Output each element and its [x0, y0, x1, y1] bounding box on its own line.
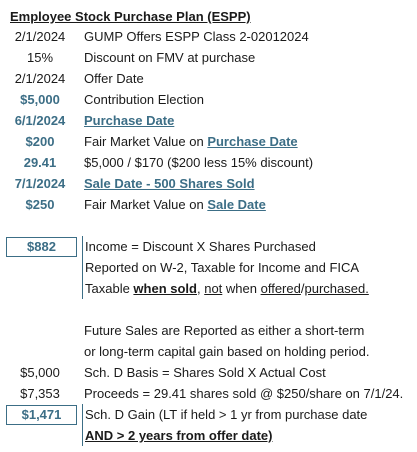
cell-contribution-label[interactable]: Contribution Election	[84, 92, 204, 107]
row-contribution: $5,000 Contribution Election	[0, 89, 417, 110]
sheet-title: Employee Stock Purchase Plan (ESPP)	[10, 9, 251, 24]
row-offer-class: 2/1/2024 GUMP Offers ESPP Class 2-020120…	[0, 26, 417, 47]
cell-basis-amount[interactable]: $5,000	[20, 365, 60, 380]
cell-income-amount[interactable]: $882	[0, 236, 80, 257]
row-fmv-sale: $250 Fair Market Value on Sale Date	[0, 194, 417, 215]
cell-offer-date-label[interactable]: Offer Date	[84, 71, 144, 86]
cell-fmv-purchase-value[interactable]: $200	[25, 134, 55, 149]
cell-basis-label[interactable]: Sch. D Basis = Shares Sold X Actual Cost	[84, 365, 326, 380]
cell-purchase-date-label[interactable]: Purchase Date	[84, 113, 175, 128]
row-sale-date: 7/1/2024 Sale Date - 500 Shares Sold	[0, 173, 417, 194]
fmv-sale-text: Fair Market Value on	[84, 197, 208, 212]
gain-amount-box: $1,471	[6, 405, 77, 425]
cell-fmv-sale-value[interactable]: $250	[25, 197, 55, 212]
row-discount: 15% Discount on FMV at purchase	[0, 47, 417, 68]
not-text: not	[204, 281, 223, 296]
cell-gain-amount[interactable]: $1,471	[0, 404, 80, 425]
cell-fmv-purchase-label[interactable]: Fair Market Value on Purchase Date	[84, 131, 298, 152]
fmv-purchase-text: Fair Market Value on	[84, 134, 208, 149]
row-holding-period: or long-term capital gain based on holdi…	[0, 341, 417, 362]
taxable-text: Taxable	[85, 281, 134, 296]
cell-offer-date-value[interactable]: 2/1/2024	[14, 71, 66, 86]
row-w2: Reported on W-2, Taxable for Income and …	[0, 257, 417, 278]
row-shares-purchased: 29.41 $5,000 / $170 ($200 less 15% disco…	[0, 152, 417, 173]
fmv-sale-date-ref: Sale Date	[207, 197, 266, 212]
row-proceeds: $7,353 Proceeds = 29.41 shares sold @ $2…	[0, 383, 417, 404]
offered-text: offered	[260, 281, 301, 296]
when-text: when	[222, 281, 261, 296]
row-offer-date: 2/1/2024 Offer Date	[0, 68, 417, 89]
cell-proceeds-label[interactable]: Proceeds = 29.41 shares sold @ $250/shar…	[84, 386, 404, 401]
cell-sale-date-value[interactable]: 7/1/2024	[14, 176, 66, 191]
row-gain: $1,471 Sch. D Gain (LT if held > 1 yr fr…	[0, 404, 417, 425]
when-sold-text: when sold	[133, 281, 197, 296]
row-future-sales: Future Sales are Reported as either a sh…	[0, 320, 417, 341]
row-gain-condition: AND > 2 years from offer date)	[0, 425, 417, 446]
cell-shares-formula[interactable]: $5,000 / $170 ($200 less 15% discount)	[84, 155, 314, 170]
cell-taxable-note[interactable]: Taxable when sold, not when offered/purc…	[82, 278, 369, 299]
cell-w2-note[interactable]: Reported on W-2, Taxable for Income and …	[82, 257, 359, 278]
fmv-purchase-date-ref: Purchase Date	[207, 134, 298, 149]
cell-discount-rate[interactable]: 15%	[26, 50, 54, 65]
row-income: $882 Income = Discount X Shares Purchase…	[0, 236, 417, 257]
row-purchase-date: 6/1/2024 Purchase Date	[0, 110, 417, 131]
cell-sale-date-label[interactable]: Sale Date - 500 Shares Sold	[84, 176, 255, 191]
cell-offer-date[interactable]: 2/1/2024	[14, 29, 66, 44]
cell-income-label[interactable]: Income = Discount X Shares Purchased	[82, 236, 316, 257]
cell-contribution-amount[interactable]: $5,000	[20, 92, 60, 107]
cell-purchase-date-value[interactable]: 6/1/2024	[14, 113, 66, 128]
income-amount-box: $882	[6, 237, 77, 257]
comma-text: ,	[196, 281, 205, 296]
cell-offer-description[interactable]: GUMP Offers ESPP Class 2-02012024	[84, 29, 309, 44]
row-taxable: Taxable when sold, not when offered/purc…	[0, 278, 417, 299]
cell-proceeds-amount[interactable]: $7,353	[20, 386, 60, 401]
cell-shares-purchased[interactable]: 29.41	[23, 155, 57, 170]
cell-fmv-sale-label[interactable]: Fair Market Value on Sale Date	[84, 194, 266, 215]
cell-gain-condition[interactable]: AND > 2 years from offer date)	[82, 425, 272, 446]
cell-discount-label[interactable]: Discount on FMV at purchase	[84, 50, 256, 65]
cell-holding-period-note[interactable]: or long-term capital gain based on holdi…	[84, 344, 370, 359]
purchased-text: purchased.	[304, 281, 369, 296]
slash-text: /	[300, 281, 305, 296]
cell-gain-label[interactable]: Sch. D Gain (LT if held > 1 yr from purc…	[82, 404, 367, 425]
row-basis: $5,000 Sch. D Basis = Shares Sold X Actu…	[0, 362, 417, 383]
row-fmv-purchase: $200 Fair Market Value on Purchase Date	[0, 131, 417, 152]
cell-future-sales-note[interactable]: Future Sales are Reported as either a sh…	[84, 323, 365, 338]
